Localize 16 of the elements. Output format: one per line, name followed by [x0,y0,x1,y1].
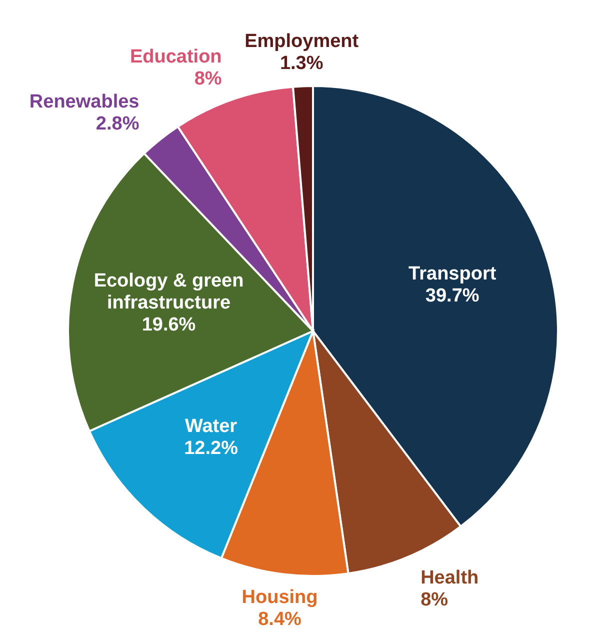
slice-label: Health [420,567,479,588]
slice-label: Renewables [29,92,140,113]
data-label: 8.4% [258,609,302,630]
data-label: 19.6% [142,314,196,336]
slice-label: Employment [244,31,360,52]
slice-label: Water [184,416,238,437]
slice-label: Education [130,46,222,68]
slice-label: Housing [242,587,318,608]
data-label: 2.8% [96,114,140,135]
slice-label: Ecology & green infrastructure [94,270,244,314]
data-label: 8% [194,68,222,90]
data-label: 8% [420,589,448,610]
data-label: 12.2% [184,438,238,459]
slice-label: Transport [408,263,497,284]
data-label: 39.7% [425,285,480,306]
data-label: 1.3% [280,53,324,74]
